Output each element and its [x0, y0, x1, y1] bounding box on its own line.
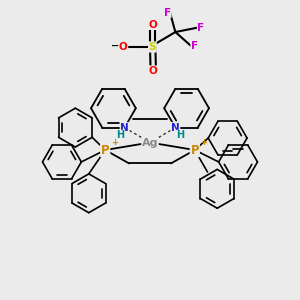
- Text: S: S: [148, 42, 156, 52]
- Text: +: +: [200, 138, 207, 147]
- Text: P: P: [101, 143, 110, 157]
- Text: N: N: [171, 123, 180, 133]
- Text: −: −: [111, 41, 119, 51]
- Text: H: H: [116, 130, 124, 140]
- Text: P: P: [190, 143, 199, 157]
- Text: O: O: [148, 66, 158, 76]
- Text: +: +: [111, 138, 118, 147]
- Text: F: F: [197, 22, 204, 33]
- Text: H: H: [176, 130, 184, 140]
- Text: Ag: Ag: [142, 137, 158, 148]
- Text: N: N: [120, 123, 129, 133]
- Text: O: O: [148, 20, 157, 30]
- Text: F: F: [164, 8, 171, 18]
- Text: F: F: [190, 41, 198, 51]
- Text: O: O: [119, 42, 128, 52]
